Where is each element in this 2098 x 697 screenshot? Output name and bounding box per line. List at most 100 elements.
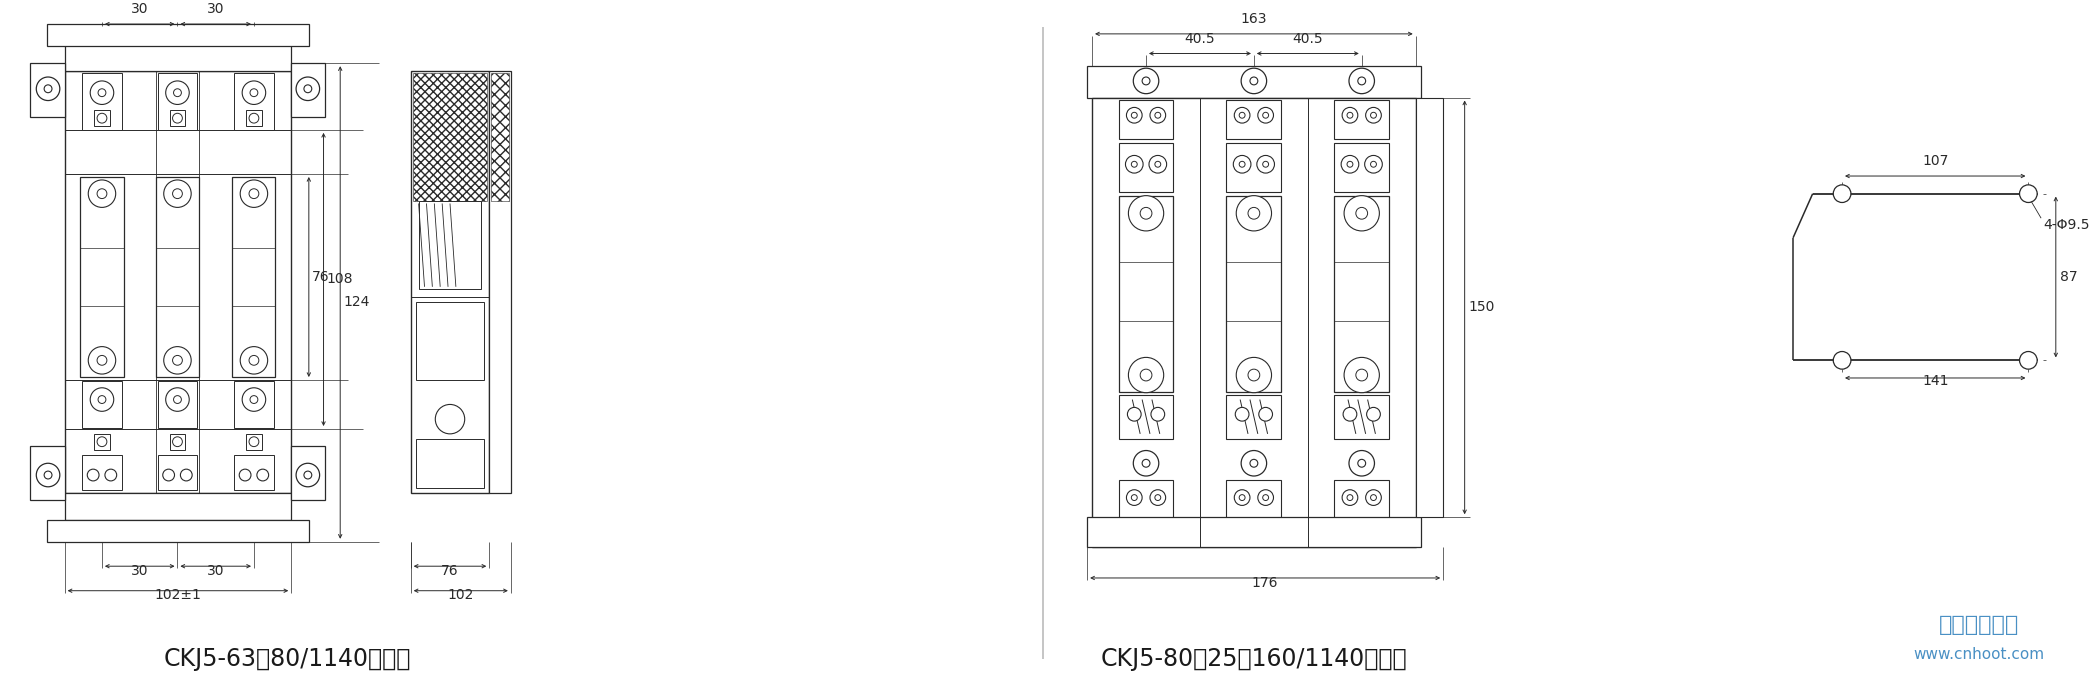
- Circle shape: [164, 469, 174, 481]
- Circle shape: [1248, 369, 1259, 381]
- Text: 150: 150: [1469, 300, 1496, 314]
- Text: 124: 124: [344, 296, 369, 309]
- Circle shape: [1357, 77, 1366, 85]
- Bar: [170, 434, 185, 450]
- Circle shape: [1347, 161, 1353, 167]
- Bar: [1334, 480, 1389, 519]
- Circle shape: [1349, 68, 1374, 93]
- Circle shape: [1343, 107, 1357, 123]
- Circle shape: [174, 89, 180, 97]
- Circle shape: [1345, 358, 1378, 392]
- Circle shape: [250, 437, 258, 447]
- Circle shape: [304, 471, 313, 479]
- Circle shape: [1242, 450, 1267, 476]
- Circle shape: [1370, 161, 1376, 167]
- Bar: [65, 44, 292, 71]
- Bar: [235, 455, 273, 490]
- Bar: [82, 381, 122, 428]
- Circle shape: [88, 346, 115, 374]
- Circle shape: [434, 404, 464, 434]
- Bar: [1334, 100, 1389, 139]
- Circle shape: [1131, 161, 1137, 167]
- Bar: [420, 201, 480, 289]
- Circle shape: [174, 396, 180, 404]
- Text: CKJ5-80、25、160/1140尺寸图: CKJ5-80、25、160/1140尺寸图: [1101, 648, 1408, 671]
- Circle shape: [88, 469, 99, 481]
- Circle shape: [97, 114, 107, 123]
- Circle shape: [90, 81, 113, 105]
- Bar: [82, 455, 122, 490]
- Circle shape: [1259, 407, 1273, 421]
- Circle shape: [1152, 407, 1164, 421]
- Text: 30: 30: [130, 564, 149, 578]
- Bar: [1334, 196, 1389, 392]
- Bar: [155, 177, 199, 377]
- Bar: [157, 455, 197, 490]
- Circle shape: [250, 114, 258, 123]
- Circle shape: [97, 437, 107, 447]
- Circle shape: [1343, 490, 1357, 505]
- Circle shape: [256, 469, 269, 481]
- Circle shape: [1345, 196, 1378, 231]
- Circle shape: [1263, 112, 1269, 118]
- Circle shape: [166, 388, 189, 411]
- Bar: [245, 110, 262, 126]
- Circle shape: [36, 464, 61, 487]
- Circle shape: [1357, 459, 1366, 467]
- Circle shape: [88, 180, 115, 208]
- Circle shape: [1129, 358, 1164, 392]
- Bar: [1118, 143, 1173, 192]
- Circle shape: [44, 471, 52, 479]
- Text: 30: 30: [208, 2, 224, 16]
- Bar: [1334, 143, 1389, 192]
- Circle shape: [1139, 208, 1152, 219]
- Circle shape: [172, 189, 183, 199]
- Circle shape: [1263, 161, 1269, 167]
- Bar: [1334, 395, 1389, 438]
- Circle shape: [36, 77, 61, 100]
- Bar: [94, 110, 109, 126]
- Circle shape: [1131, 112, 1137, 118]
- Circle shape: [1154, 112, 1160, 118]
- Circle shape: [1259, 490, 1273, 505]
- Circle shape: [1366, 407, 1380, 421]
- Circle shape: [250, 396, 258, 404]
- Bar: [1087, 66, 1420, 98]
- Bar: [65, 71, 292, 493]
- Circle shape: [1250, 459, 1259, 467]
- Bar: [1118, 100, 1173, 139]
- Bar: [46, 24, 308, 45]
- Circle shape: [164, 180, 191, 208]
- Circle shape: [250, 89, 258, 97]
- Bar: [1416, 98, 1443, 517]
- Circle shape: [1834, 185, 1850, 203]
- Circle shape: [296, 464, 319, 487]
- Circle shape: [1150, 490, 1166, 505]
- Circle shape: [241, 388, 266, 411]
- Bar: [46, 520, 308, 542]
- Bar: [292, 63, 325, 117]
- Circle shape: [99, 89, 105, 97]
- Circle shape: [1355, 208, 1368, 219]
- Circle shape: [1127, 490, 1141, 505]
- Text: 102: 102: [447, 588, 474, 602]
- Text: 176: 176: [1253, 576, 1278, 590]
- Circle shape: [1150, 155, 1166, 173]
- Circle shape: [239, 346, 269, 374]
- Bar: [65, 493, 292, 520]
- Text: 上海互凌电气: 上海互凌电气: [1939, 615, 2020, 635]
- Circle shape: [1133, 68, 1158, 93]
- Bar: [235, 73, 273, 130]
- Text: 163: 163: [1240, 12, 1267, 26]
- Text: 4-Φ9.5: 4-Φ9.5: [2043, 218, 2090, 232]
- Bar: [1227, 395, 1282, 438]
- Text: 76: 76: [313, 270, 329, 284]
- Bar: [29, 63, 65, 117]
- Circle shape: [97, 355, 107, 365]
- Circle shape: [1236, 358, 1271, 392]
- Circle shape: [1154, 495, 1160, 500]
- Circle shape: [1259, 107, 1273, 123]
- Circle shape: [1366, 490, 1380, 505]
- Text: 30: 30: [208, 564, 224, 578]
- Bar: [1118, 480, 1173, 519]
